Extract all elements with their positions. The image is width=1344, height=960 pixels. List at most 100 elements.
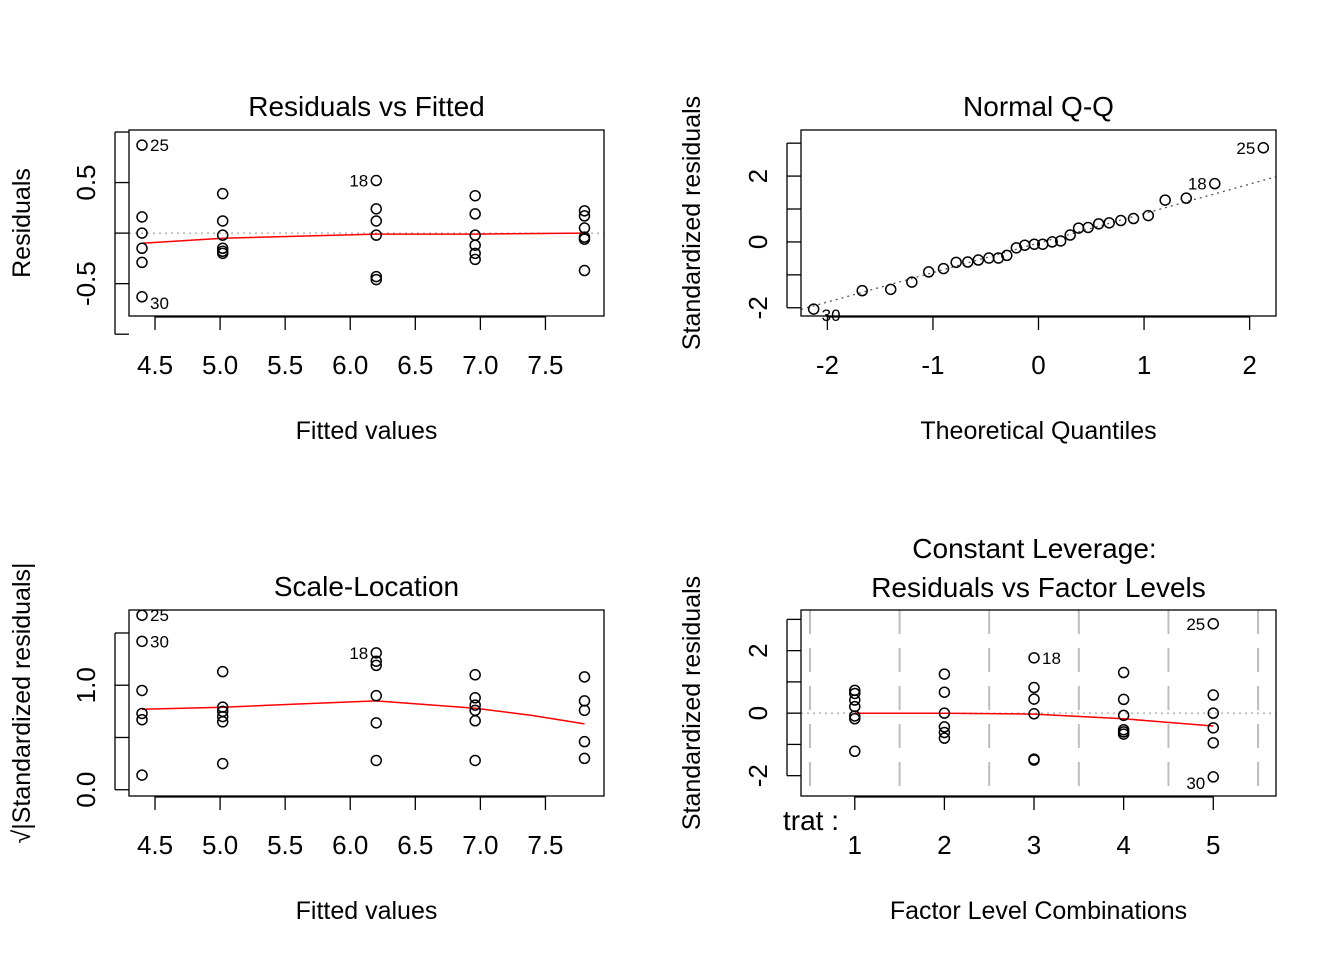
y-tick-label: 0.5	[71, 164, 101, 200]
data-point	[1028, 238, 1041, 250]
data-point	[849, 745, 861, 758]
chart-title: Residuals vs Fitted	[248, 91, 485, 122]
data-point	[370, 229, 383, 241]
data-point	[136, 713, 148, 726]
data-point	[1001, 249, 1013, 262]
x-axis-title: Fitted values	[296, 897, 438, 925]
data-point	[136, 227, 148, 239]
data-point	[1207, 689, 1220, 701]
point-id-label: 18	[1188, 175, 1207, 194]
data-point	[370, 647, 383, 659]
data-point	[216, 716, 229, 728]
x-axis-title: Fitted values	[296, 417, 438, 445]
x-tick-label: 6.0	[332, 830, 368, 860]
data-point	[1064, 229, 1076, 241]
data-point	[469, 239, 481, 251]
x-tick-label: 7.5	[527, 350, 563, 380]
data-point	[469, 699, 481, 711]
y-tick-label: -2	[743, 296, 773, 319]
y-axis-title: Standardized residuals	[678, 576, 706, 830]
data-point	[216, 242, 229, 255]
data-point	[1082, 221, 1094, 234]
data-point	[136, 242, 148, 255]
data-point	[938, 707, 951, 719]
x-tick-label: 6.0	[332, 350, 368, 380]
point-id-label: 25	[150, 606, 169, 625]
data-point	[136, 635, 148, 648]
x-axis-title: Factor Level Combinations	[890, 897, 1187, 925]
data-point	[1207, 737, 1220, 749]
x-tick-label: 4	[1116, 830, 1130, 860]
data-point	[972, 254, 985, 266]
x-tick-label: 1	[1137, 350, 1151, 380]
y-axis-title: √|Standardized residuals|	[8, 562, 36, 843]
data-point	[469, 669, 481, 681]
data-point	[1028, 652, 1040, 664]
y-tick-label: 1.0	[71, 667, 101, 703]
y-tick-label: 0	[743, 235, 773, 249]
data-point	[216, 665, 229, 678]
residuals-vs-fitted-panel: 25 30 18 4.5 5.0 5.5 6.0 6.5 7.0 7.5 -0.5 0.5 Residu…	[8, 91, 605, 445]
chart-title: Scale-Location	[274, 571, 459, 602]
y-tick-label: -0.5	[71, 261, 101, 306]
data-point	[578, 233, 591, 245]
x-tick-label: 7.0	[462, 830, 498, 860]
point-id-label: 30	[1186, 774, 1205, 793]
data-point	[1207, 707, 1220, 719]
data-point	[849, 694, 861, 706]
data-point	[807, 303, 820, 315]
plot-frame	[128, 609, 605, 797]
data-point	[136, 609, 148, 621]
y-tick-label: 0	[743, 706, 773, 720]
data-point	[216, 710, 229, 723]
x-tick-label: 2	[1242, 350, 1256, 380]
point-id-label: 25	[1186, 615, 1205, 634]
x-tick-label: -1	[921, 350, 944, 380]
point-id-label: 25	[150, 136, 169, 155]
data-point	[884, 283, 897, 296]
x-tick-label: -2	[816, 350, 839, 380]
data-point	[1209, 177, 1221, 190]
data-point	[1257, 142, 1270, 154]
data-point	[1127, 212, 1140, 225]
x-tick-label: 5.0	[202, 830, 238, 860]
data-point	[216, 229, 229, 241]
y-tick-label: 0.0	[71, 772, 101, 808]
x-tick-label: 4.5	[137, 350, 173, 380]
data-point	[962, 256, 974, 268]
y-axis-title: Residuals	[8, 168, 36, 278]
data-point	[370, 689, 383, 702]
x-tick-label: 6.5	[397, 350, 433, 380]
x-tick-label: 5.5	[267, 830, 303, 860]
data-point	[136, 211, 148, 223]
data-point	[216, 215, 229, 227]
data-point	[938, 721, 951, 733]
data-point	[578, 704, 591, 717]
data-point	[136, 291, 148, 303]
data-point	[1207, 618, 1220, 630]
y-tick-label: 2	[743, 643, 773, 657]
scale-location-panel: 25 30 18 4.5 5.0 5.5 6.0 6.5 7.0 7.5 0.0 1.0 Scale-L…	[8, 562, 605, 925]
data-point	[1180, 192, 1193, 204]
data-point	[469, 247, 481, 260]
data-point	[1103, 217, 1115, 229]
data-point	[578, 735, 591, 748]
x-tick-label: 4.5	[137, 830, 173, 860]
x-tick-label: 2	[937, 830, 951, 860]
chart-title: Normal Q-Q	[963, 91, 1114, 122]
data-point	[1117, 709, 1130, 722]
data-point	[578, 752, 591, 765]
x-tick-label: 3	[1027, 830, 1041, 860]
data-point	[216, 757, 229, 770]
data-point	[370, 215, 383, 227]
data-point	[938, 668, 951, 680]
smoother-line	[854, 712, 1214, 727]
data-point	[1028, 754, 1040, 766]
plot-frame	[800, 609, 1277, 797]
data-point	[136, 769, 148, 781]
x-tick-label: 7.0	[462, 350, 498, 380]
smoother-line	[141, 232, 585, 244]
point-id-label: 25	[1236, 139, 1255, 158]
data-point	[938, 732, 951, 744]
